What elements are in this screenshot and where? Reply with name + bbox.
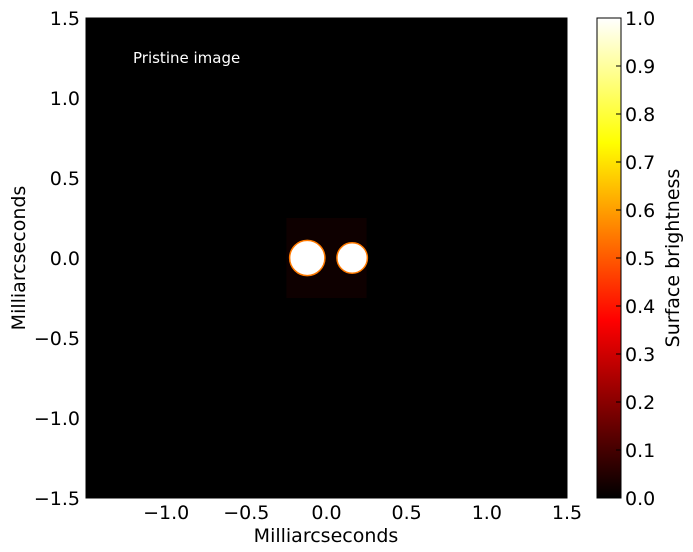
colorbar-tick-label: 0.5: [625, 248, 655, 270]
x-tick-label: −0.5: [223, 502, 269, 524]
x-tick-label: 0.0: [311, 502, 341, 524]
colorbar-label: Surface brightness: [662, 169, 684, 348]
colorbar-tick-label: 0.6: [625, 200, 655, 222]
colorbar-ticks: 0.0 0.1 0.2 0.3 0.4 0.5 0.6 0.7 0.8 0.9 1.0: [616, 8, 655, 510]
annotation-text: Pristine image: [133, 49, 240, 67]
colorbar-tick-label: 0.8: [625, 104, 655, 126]
y-tick-label: 1.0: [50, 88, 80, 110]
colorbar-tick-label: 0.7: [625, 152, 655, 174]
x-axis-label: Milliarcseconds: [254, 525, 399, 547]
y-tick-label: −1.5: [34, 488, 80, 510]
y-tick-label: 1.5: [50, 8, 80, 30]
source-disk: [288, 239, 326, 277]
x-tick-label: 0.5: [392, 502, 422, 524]
x-tick-label: 1.0: [472, 502, 502, 524]
colorbar-tick-label: 0.3: [625, 344, 655, 366]
image-layer: [286, 218, 369, 298]
y-axis-ticks: 1.5 1.0 0.5 0.0 −0.5 −1.0 −1.5: [34, 8, 567, 510]
x-tick-label: −1.0: [143, 502, 189, 524]
y-tick-label: 0.5: [50, 168, 80, 190]
source-disk: [336, 242, 369, 274]
y-tick-label: −0.5: [34, 328, 80, 350]
x-axis-ticks: −1.0 −0.5 0.0 0.5 1.0 1.5: [143, 18, 582, 524]
y-tick-label: 0.0: [50, 248, 80, 270]
colorbar-tick-label: 0.1: [625, 440, 655, 462]
x-tick-label: 1.5: [552, 502, 582, 524]
colorbar-tick-label: 0.0: [625, 488, 655, 510]
y-axis-label: Milliarcseconds: [8, 186, 30, 331]
colorbar-tick-label: 1.0: [625, 8, 655, 30]
colorbar-tick-label: 0.4: [625, 296, 655, 318]
colorbar-tick-label: 0.2: [625, 392, 655, 414]
y-tick-label: −1.0: [34, 408, 80, 430]
colorbar-tick-label: 0.9: [625, 56, 655, 78]
